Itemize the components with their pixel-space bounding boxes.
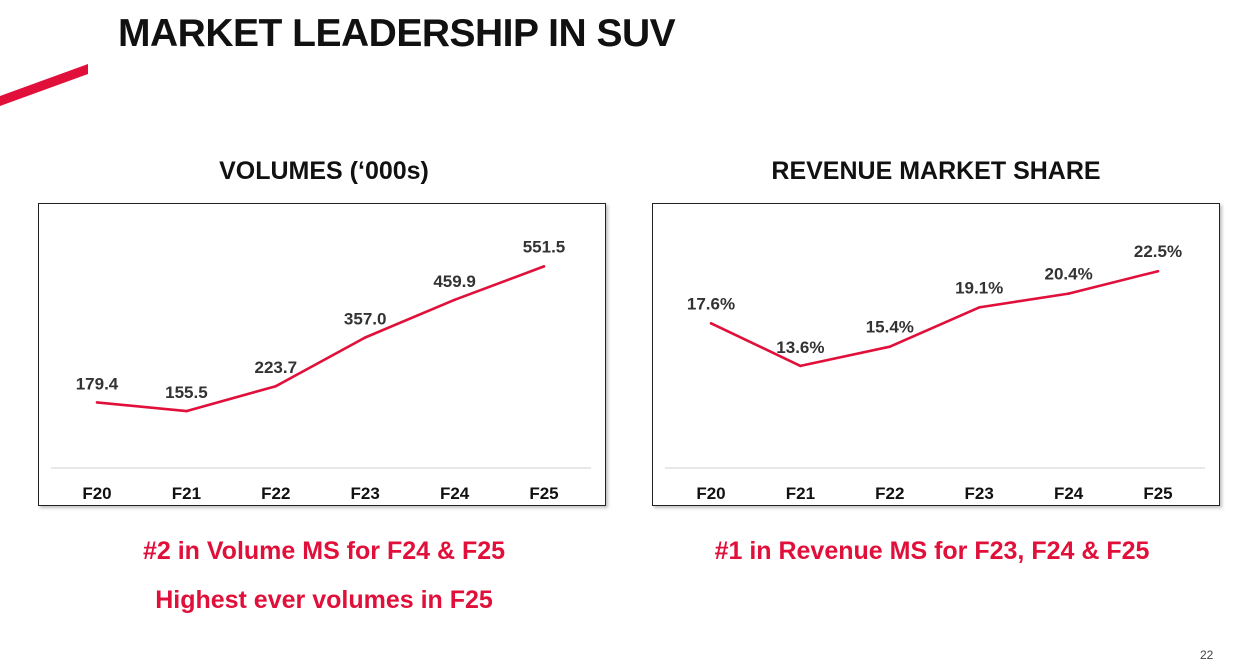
- page-number: 22: [1200, 648, 1214, 662]
- revenue-x-tick: F20: [696, 484, 725, 503]
- volume-x-tick: F20: [82, 484, 111, 503]
- volume-point-f25: [542, 265, 546, 268]
- revenue-x-tick: F25: [1143, 484, 1172, 503]
- volume-x-tick: F23: [351, 484, 380, 503]
- volume-data-label: 459.9: [433, 272, 476, 291]
- revenue-x-tick: F24: [1054, 484, 1084, 503]
- revenue-data-label: 13.6%: [776, 338, 824, 357]
- revenue-data-label: 17.6%: [687, 294, 735, 313]
- volume-x-tick: F21: [172, 484, 201, 503]
- volume-note-highest: Highest ever volumes in F25: [155, 586, 493, 614]
- volume-x-tick: F25: [529, 484, 558, 503]
- volume-note-rank: #2 in Volume MS for F24 & F25: [142, 537, 506, 565]
- revenue-point-f25: [1156, 269, 1160, 273]
- volume-x-tick: F22: [261, 484, 290, 503]
- volume-point-f21: [185, 409, 188, 413]
- volume-data-label: 155.5: [165, 383, 208, 402]
- revenue-data-label: 20.4%: [1044, 265, 1092, 284]
- revenue-data-label: 22.5%: [1134, 242, 1182, 261]
- revenue-data-label: 19.1%: [955, 278, 1003, 297]
- revenue-note-rank: #1 in Revenue MS for F23, F24 & F25: [714, 537, 1150, 565]
- revenue-chart-svg: 17.6% F20 13.6% F21 15.4% F22 19.1% F23 20.4% F24…: [665, 242, 1205, 503]
- revenue-x-tick: F23: [965, 484, 994, 503]
- accent-stripe: [0, 64, 88, 106]
- page-title: MARKET LEADERSHIP IN SUV: [118, 12, 676, 55]
- volume-data-label: 551.5: [523, 237, 566, 256]
- revenue-data-label: 15.4%: [866, 318, 914, 337]
- volume-chart: 179.4 F20 155.5 F21 223.7 F22 357.0 F23 459.9 F24…: [38, 203, 606, 506]
- revenue-series-line: [710, 269, 1159, 368]
- revenue-chart-title: REVENUE MARKET SHARE: [771, 157, 1101, 185]
- volume-chart-title: VOLUMES (‘000s): [219, 157, 429, 185]
- revenue-x-tick: F22: [875, 484, 904, 503]
- revenue-point-f23: [977, 306, 981, 309]
- volume-chart-svg: 179.4 F20 155.5 F21 223.7 F22 357.0 F23 459.9 F24…: [51, 237, 591, 503]
- revenue-chart: 17.6% F20 13.6% F21 15.4% F22 19.1% F23 20.4% F24…: [652, 203, 1220, 506]
- volume-point-f20: [95, 401, 99, 404]
- revenue-x-tick: F21: [786, 484, 815, 503]
- volume-point-f23: [363, 336, 367, 339]
- volume-point-f24: [453, 298, 456, 302]
- revenue-point-f22: [888, 345, 892, 349]
- volume-x-tick: F24: [440, 484, 470, 503]
- volume-data-label: 357.0: [344, 309, 387, 328]
- volume-series-line: [96, 265, 545, 413]
- revenue-point-f24: [1067, 292, 1070, 295]
- revenue-point-f21: [799, 364, 802, 368]
- revenue-point-f20: [709, 322, 713, 325]
- volume-point-f22: [274, 384, 278, 388]
- volume-data-label: 179.4: [76, 374, 119, 393]
- volume-data-label: 223.7: [255, 358, 298, 377]
